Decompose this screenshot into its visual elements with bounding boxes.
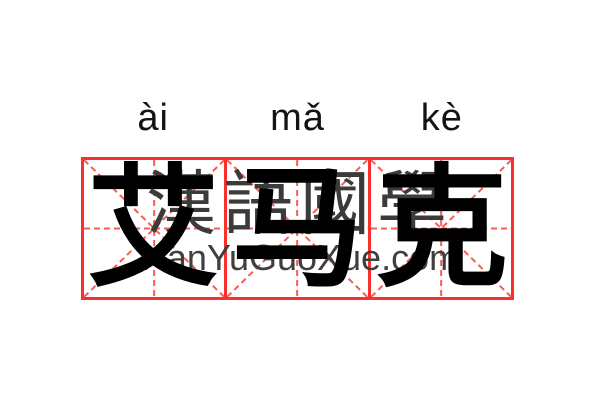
character-practice-grid xyxy=(81,157,514,300)
grid-cell-1 xyxy=(84,160,225,297)
pinyin-syllable-1: ài xyxy=(137,97,169,139)
mi-zi-grid-guides-icon xyxy=(370,160,511,297)
pinyin-row: ài mǎ kè xyxy=(81,96,514,138)
mi-zi-grid-guides-icon xyxy=(84,160,225,297)
watermark-cjk-text: 漢語國學 xyxy=(146,163,454,245)
watermark-url-text: HanYuGuoXue.com xyxy=(140,237,460,278)
grid-cell-3 xyxy=(367,160,511,297)
grid-cell-2 xyxy=(224,160,368,297)
mi-zi-grid-guides-icon xyxy=(227,160,368,297)
pinyin-syllable-2: mǎ xyxy=(270,97,325,139)
pinyin-syllable-3: kè xyxy=(420,97,463,139)
